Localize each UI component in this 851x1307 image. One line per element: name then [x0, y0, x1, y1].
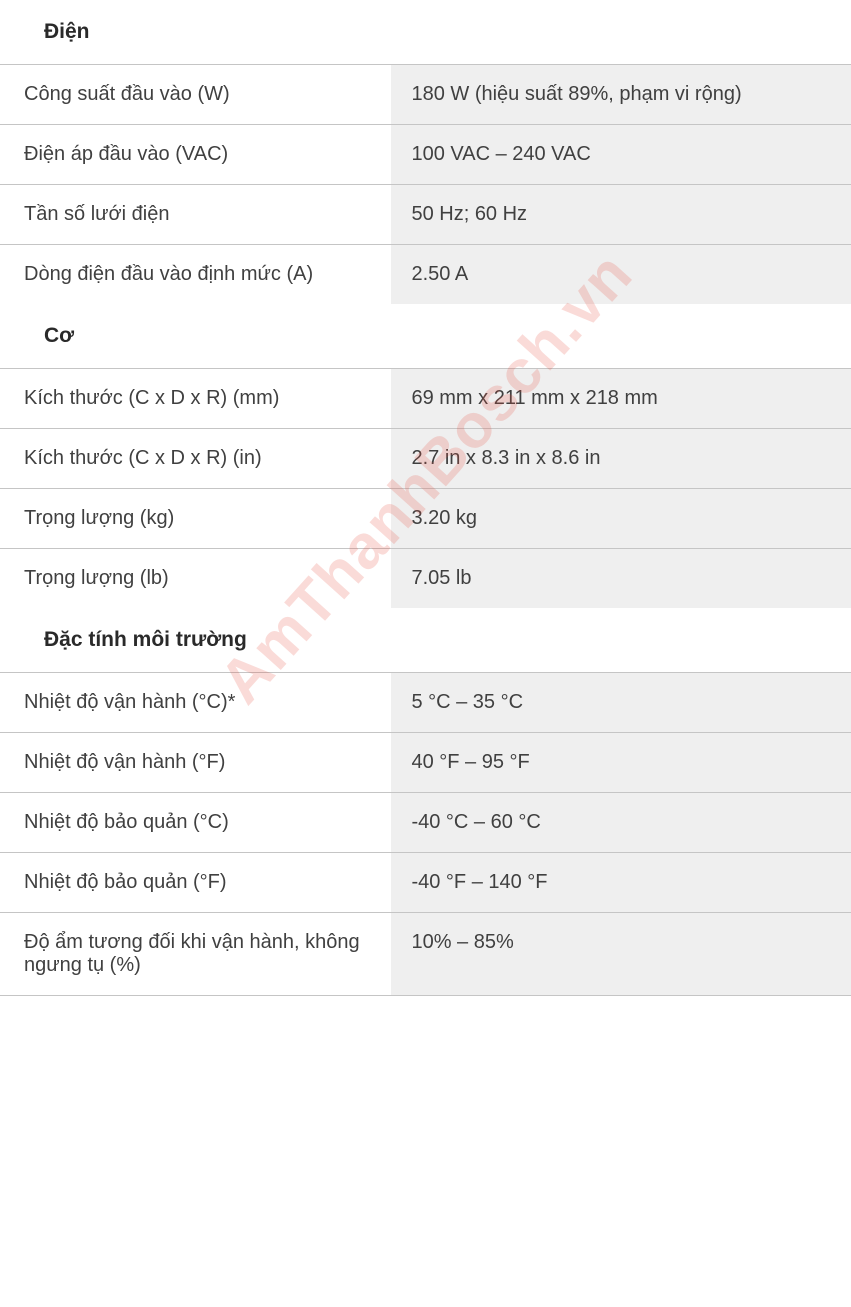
- section-header-mechanical: Cơ: [0, 304, 851, 368]
- spec-label: Độ ẩm tương đối khi vận hành, không ngưn…: [0, 913, 391, 995]
- spec-label: Trọng lượng (lb): [0, 549, 391, 608]
- spec-label: Điện áp đầu vào (VAC): [0, 125, 391, 184]
- table-row: Nhiệt độ vận hành (°F) 40 °F – 95 °F: [0, 732, 851, 792]
- table-row: Nhiệt độ vận hành (°C)* 5 °C – 35 °C: [0, 672, 851, 732]
- spec-value: 2.50 A: [391, 245, 851, 304]
- spec-container: Điện Công suất đầu vào (W) 180 W (hiệu s…: [0, 0, 851, 996]
- spec-label: Nhiệt độ vận hành (°C)*: [0, 673, 391, 732]
- spec-label: Công suất đầu vào (W): [0, 65, 391, 124]
- table-row: Kích thước (C x D x R) (in) 2.7 in x 8.3…: [0, 428, 851, 488]
- spec-value: 40 °F – 95 °F: [391, 733, 851, 792]
- spec-label: Nhiệt độ bảo quản (°C): [0, 793, 391, 852]
- table-row: Trọng lượng (lb) 7.05 lb: [0, 548, 851, 608]
- spec-label: Nhiệt độ vận hành (°F): [0, 733, 391, 792]
- section-header-environmental: Đặc tính môi trường: [0, 608, 851, 672]
- spec-value: 50 Hz; 60 Hz: [391, 185, 851, 244]
- spec-value: 5 °C – 35 °C: [391, 673, 851, 732]
- spec-label: Dòng điện đầu vào định mức (A): [0, 245, 391, 304]
- table-row: Độ ẩm tương đối khi vận hành, không ngưn…: [0, 912, 851, 996]
- spec-value: -40 °C – 60 °C: [391, 793, 851, 852]
- table-row: Công suất đầu vào (W) 180 W (hiệu suất 8…: [0, 64, 851, 124]
- spec-value: 100 VAC – 240 VAC: [391, 125, 851, 184]
- table-row: Dòng điện đầu vào định mức (A) 2.50 A: [0, 244, 851, 304]
- table-row: Nhiệt độ bảo quản (°F) -40 °F – 140 °F: [0, 852, 851, 912]
- spec-label: Kích thước (C x D x R) (in): [0, 429, 391, 488]
- spec-label: Tần số lưới điện: [0, 185, 391, 244]
- spec-value: 180 W (hiệu suất 89%, phạm vi rộng): [391, 65, 851, 124]
- table-row: Kích thước (C x D x R) (mm) 69 mm x 211 …: [0, 368, 851, 428]
- spec-label: Kích thước (C x D x R) (mm): [0, 369, 391, 428]
- spec-label: Nhiệt độ bảo quản (°F): [0, 853, 391, 912]
- table-row: Trọng lượng (kg) 3.20 kg: [0, 488, 851, 548]
- spec-label: Trọng lượng (kg): [0, 489, 391, 548]
- spec-value: 2.7 in x 8.3 in x 8.6 in: [391, 429, 851, 488]
- spec-value: -40 °F – 140 °F: [391, 853, 851, 912]
- spec-value: 10% – 85%: [391, 913, 851, 995]
- spec-value: 7.05 lb: [391, 549, 851, 608]
- table-row: Điện áp đầu vào (VAC) 100 VAC – 240 VAC: [0, 124, 851, 184]
- spec-value: 3.20 kg: [391, 489, 851, 548]
- spec-value: 69 mm x 211 mm x 218 mm: [391, 369, 851, 428]
- table-row: Tần số lưới điện 50 Hz; 60 Hz: [0, 184, 851, 244]
- section-header-electrical: Điện: [0, 0, 851, 64]
- table-row: Nhiệt độ bảo quản (°C) -40 °C – 60 °C: [0, 792, 851, 852]
